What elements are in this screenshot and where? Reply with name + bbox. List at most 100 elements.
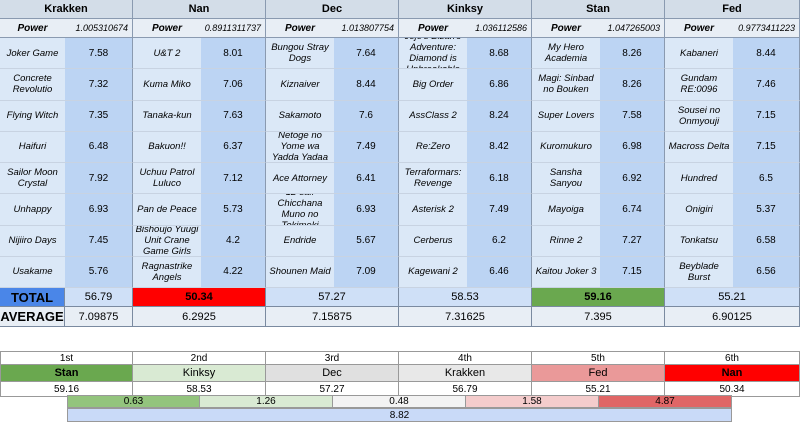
show-title: Uchuu Patrol Luluco [133,163,201,195]
show-title: Flying Witch [0,100,65,132]
show-score: 7.64 [334,38,399,70]
rank-name: Stan [0,365,133,382]
power-value: 0.9773411223 [733,19,800,38]
power-label: Power [532,19,600,38]
total-value: 57.27 [266,288,399,307]
scores-table: Krakken Power 1.005310674 Joker Game 7.58 Con… [0,0,800,327]
show-score: 8.26 [600,69,665,101]
total-value: 59.16 [532,288,665,307]
rank-place: 2nd [133,351,266,365]
show-score: 8.24 [467,100,532,132]
average-value: 7.09875 [65,307,133,327]
total-value: 58.53 [399,288,532,307]
rank-place: 6th [665,351,800,365]
show-score: 6.93 [334,194,399,226]
show-score: 8.68 [467,38,532,70]
total-value: 50.34 [133,288,266,307]
power-value: 1.013807754 [334,19,399,38]
show-score: 7.49 [467,194,532,226]
player-header: Dec [266,0,399,19]
show-score: 6.98 [600,131,665,163]
show-score: 8.01 [201,38,266,70]
show-title: Cerberus [399,225,467,257]
show-score: 7.06 [201,69,266,101]
show-title: Gundam RE:0096 [665,69,733,101]
average-value: 7.395 [532,307,665,327]
show-title: Nijiiro Days [0,225,65,257]
power-value: 1.047265003 [600,19,665,38]
show-score: 6.37 [201,131,266,163]
show-title: Onigiri [665,194,733,226]
show-score: 7.58 [600,100,665,132]
show-title: Sakamoto [266,100,334,132]
show-score: 6.41 [334,163,399,195]
show-score: 7.35 [65,100,133,132]
total-row-label: TOTAL [0,288,65,307]
show-score: 8.44 [334,69,399,101]
show-title: Macross Delta [665,131,733,163]
show-title: Big Order [399,69,467,101]
show-title: Asterisk 2 [399,194,467,226]
show-title: Hundred [665,163,733,195]
show-score: 7.12 [201,163,266,195]
show-score: 6.18 [467,163,532,195]
player-header: Krakken [0,0,133,19]
show-score: 6.48 [65,131,133,163]
show-title: Rinne 2 [532,225,600,257]
show-score: 5.67 [334,225,399,257]
show-title: Endride [266,225,334,257]
power-label: Power [665,19,733,38]
show-title: Ace Attorney [266,163,334,195]
show-score: 5.37 [733,194,800,226]
show-title: Pan de Peace [133,194,201,226]
gap-cell: 0.48 [333,395,466,408]
show-title: Kuromukuro [532,131,600,163]
total-value: 55.21 [665,288,800,307]
show-title: Shounen Maid [266,256,334,288]
show-title: Bakuon!! [133,131,201,163]
rank-place: 5th [532,351,665,365]
average-value: 7.31625 [399,307,532,327]
show-score: 6.86 [467,69,532,101]
show-title: Usakame [0,256,65,288]
rank-name: Kinksy [133,365,266,382]
player-header: Fed [665,0,800,19]
show-title: Bungou Stray Dogs [266,38,334,70]
rank-name: Dec [266,365,399,382]
show-title: Ragnastrike Angels [133,256,201,288]
rank-place: 3rd [266,351,399,365]
show-title: Sousei no Onmyouji [665,100,733,132]
player-header: Nan [133,0,266,19]
show-score: 6.2 [467,225,532,257]
rank-name: Fed [532,365,665,382]
show-score: 7.63 [201,100,266,132]
power-label: Power [133,19,201,38]
show-score: 6.74 [600,194,665,226]
show-title: Mayoiga [532,194,600,226]
show-title: Kabaneri [665,38,733,70]
show-title: Tanaka-kun [133,100,201,132]
show-score: 8.26 [600,38,665,70]
show-score: 7.15 [600,256,665,288]
rank-score: 59.16 [0,382,133,397]
show-title: Tonkatsu [665,225,733,257]
show-title: Joker Game [0,38,65,70]
show-score: 7.49 [334,131,399,163]
show-title: Beyblade Burst [665,256,733,288]
show-score: 7.46 [733,69,800,101]
show-title: Kiznaiver [266,69,334,101]
average-value: 6.90125 [665,307,800,327]
average-row-label: AVERAGE [0,307,65,327]
show-score: 7.27 [600,225,665,257]
power-value: 1.036112586 [467,19,532,38]
show-score: 8.44 [733,38,800,70]
average-value: 7.15875 [266,307,399,327]
show-score: 4.2 [201,225,266,257]
show-score: 7.45 [65,225,133,257]
show-title: Jojo's Bizarre Adventure: Diamond is Unb… [399,38,467,70]
show-title: Bishoujo Yuugi Unit Crane Game Girls [133,225,201,257]
player-header: Stan [532,0,665,19]
show-score: 7.09 [334,256,399,288]
show-score: 5.76 [65,256,133,288]
show-title: Terraformars: Revenge [399,163,467,195]
